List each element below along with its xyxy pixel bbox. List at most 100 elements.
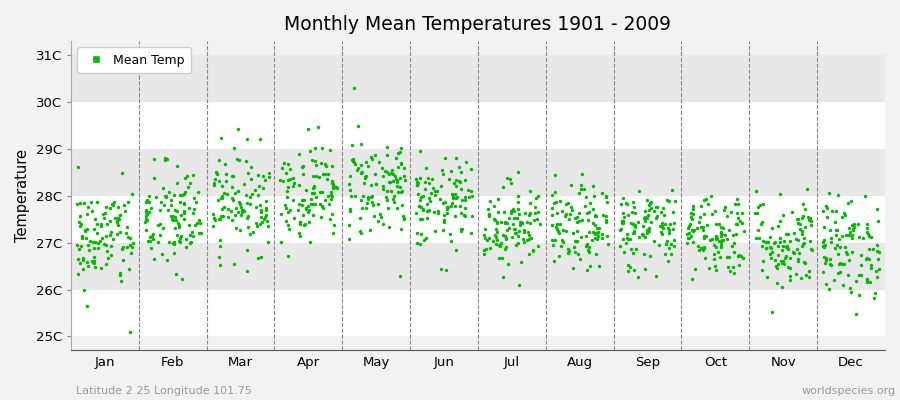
- Point: [123, 242, 138, 248]
- Point: [776, 212, 790, 218]
- Point: [842, 232, 856, 238]
- Point: [550, 210, 564, 216]
- Point: [218, 161, 232, 168]
- Point: [151, 239, 166, 246]
- Point: [831, 270, 845, 276]
- Point: [713, 254, 727, 260]
- Point: [626, 227, 641, 234]
- Point: [115, 169, 130, 176]
- Point: [280, 188, 294, 194]
- Point: [531, 209, 545, 215]
- Point: [845, 232, 859, 239]
- Point: [663, 221, 678, 227]
- Point: [835, 261, 850, 267]
- Point: [512, 228, 526, 234]
- Point: [499, 235, 513, 242]
- Point: [110, 218, 124, 224]
- Point: [297, 197, 311, 203]
- Point: [623, 264, 637, 270]
- Point: [720, 213, 734, 219]
- Point: [487, 203, 501, 210]
- Point: [282, 226, 296, 232]
- Point: [299, 206, 313, 212]
- Point: [358, 159, 373, 166]
- Point: [386, 192, 400, 199]
- Point: [447, 203, 462, 209]
- Point: [240, 246, 255, 253]
- Point: [527, 210, 542, 216]
- Point: [864, 262, 878, 268]
- Point: [462, 194, 476, 200]
- Point: [231, 126, 246, 132]
- Point: [251, 172, 266, 179]
- Point: [640, 230, 654, 236]
- Point: [164, 213, 178, 220]
- Point: [824, 239, 838, 246]
- Point: [345, 142, 359, 148]
- Point: [477, 246, 491, 253]
- Point: [350, 167, 365, 173]
- Point: [86, 226, 101, 232]
- Point: [155, 251, 169, 257]
- Point: [104, 243, 118, 249]
- Point: [842, 232, 856, 239]
- Point: [225, 184, 239, 190]
- Point: [518, 227, 532, 234]
- Point: [100, 248, 114, 254]
- Point: [169, 208, 184, 214]
- Point: [234, 206, 248, 213]
- Point: [346, 158, 361, 165]
- Point: [501, 261, 516, 268]
- Point: [294, 202, 309, 208]
- Point: [448, 183, 463, 189]
- Point: [379, 194, 393, 200]
- Point: [577, 186, 591, 192]
- Point: [498, 246, 512, 252]
- Point: [325, 163, 339, 170]
- Point: [212, 254, 226, 260]
- Point: [588, 235, 602, 241]
- Point: [775, 258, 789, 264]
- Point: [588, 212, 602, 218]
- Point: [574, 186, 589, 193]
- Point: [386, 178, 400, 184]
- Point: [454, 226, 469, 232]
- Point: [229, 225, 243, 231]
- Point: [253, 214, 267, 220]
- Point: [428, 188, 442, 194]
- Point: [566, 265, 580, 271]
- Point: [728, 200, 742, 207]
- Point: [391, 179, 405, 185]
- Point: [638, 214, 652, 220]
- Point: [788, 236, 803, 242]
- Point: [274, 165, 289, 172]
- Point: [354, 170, 368, 177]
- Point: [281, 252, 295, 259]
- Point: [638, 208, 652, 214]
- Point: [595, 235, 609, 241]
- Point: [657, 212, 671, 218]
- Point: [226, 173, 240, 179]
- Point: [358, 205, 373, 211]
- Point: [649, 215, 663, 222]
- Point: [751, 204, 765, 210]
- Point: [364, 155, 379, 162]
- Point: [802, 216, 816, 223]
- Point: [860, 225, 874, 231]
- Point: [173, 192, 187, 198]
- Point: [324, 192, 338, 199]
- Point: [449, 155, 464, 161]
- Point: [856, 235, 870, 242]
- Point: [533, 220, 547, 227]
- Point: [860, 221, 875, 228]
- Point: [548, 189, 562, 195]
- Point: [748, 209, 762, 216]
- Point: [798, 272, 813, 278]
- Point: [545, 205, 560, 212]
- Point: [143, 205, 157, 211]
- Point: [240, 170, 255, 176]
- Point: [804, 218, 818, 224]
- Point: [390, 182, 404, 189]
- Point: [823, 190, 837, 196]
- Point: [343, 173, 357, 179]
